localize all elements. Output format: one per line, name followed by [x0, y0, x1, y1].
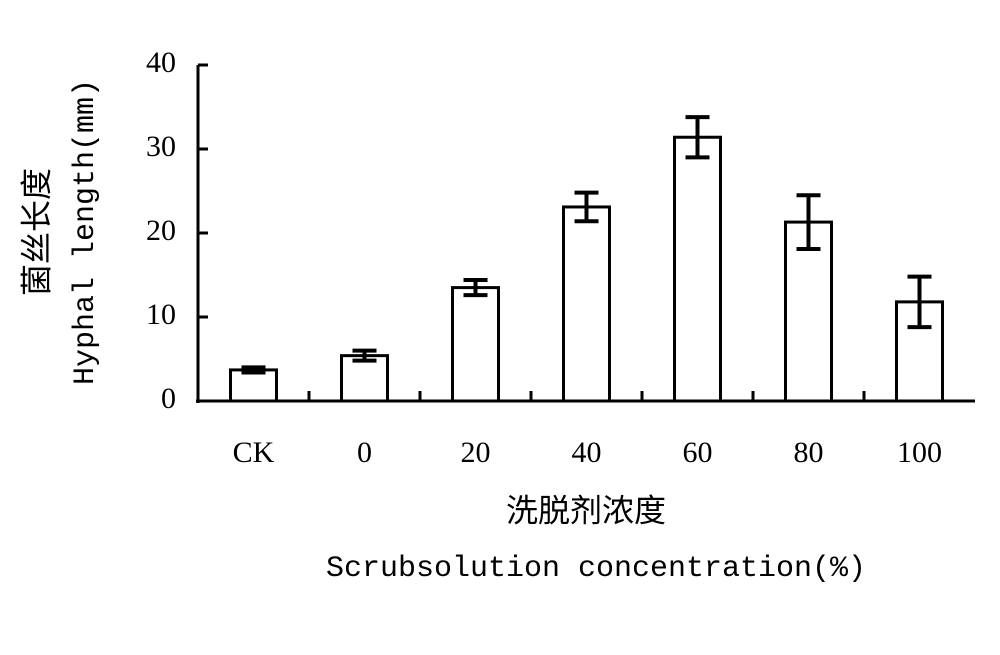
bar: [451, 286, 500, 403]
error-bar: [685, 115, 710, 160]
y-tick-label: 30: [146, 130, 176, 163]
y-tick-label: 20: [146, 214, 176, 247]
error-bar: [463, 278, 488, 298]
x-tick-label: 60: [683, 436, 713, 469]
bar: [673, 135, 722, 403]
y-tick-label: 40: [146, 46, 176, 79]
x-tick-label: 0: [357, 436, 372, 469]
error-bar: [907, 274, 932, 330]
y-tick-label: 10: [146, 298, 176, 331]
x-tick-label: 40: [572, 436, 602, 469]
x-tick-label: 80: [794, 436, 824, 469]
error-bar: [241, 365, 266, 375]
error-bar: [352, 348, 377, 363]
error-bar: [574, 190, 599, 224]
bar: [562, 205, 611, 403]
x-tick-label: CK: [233, 436, 275, 469]
x-axis-label: 洗脱剂浓度: [506, 492, 666, 528]
y-axis-label: 菌丝长度: [18, 168, 54, 296]
bar: [340, 354, 389, 403]
error-bar: [796, 193, 821, 251]
x-tick-label: 100: [897, 436, 942, 469]
y-tick-label: 0: [161, 382, 176, 415]
x-axis-label-en: Scrubsolution concentration(%): [326, 552, 866, 586]
bar: [784, 220, 833, 403]
bar: [229, 368, 278, 403]
x-tick-label: 20: [461, 436, 491, 469]
y-axis-label-en: Hyphal length(mm): [69, 79, 103, 385]
